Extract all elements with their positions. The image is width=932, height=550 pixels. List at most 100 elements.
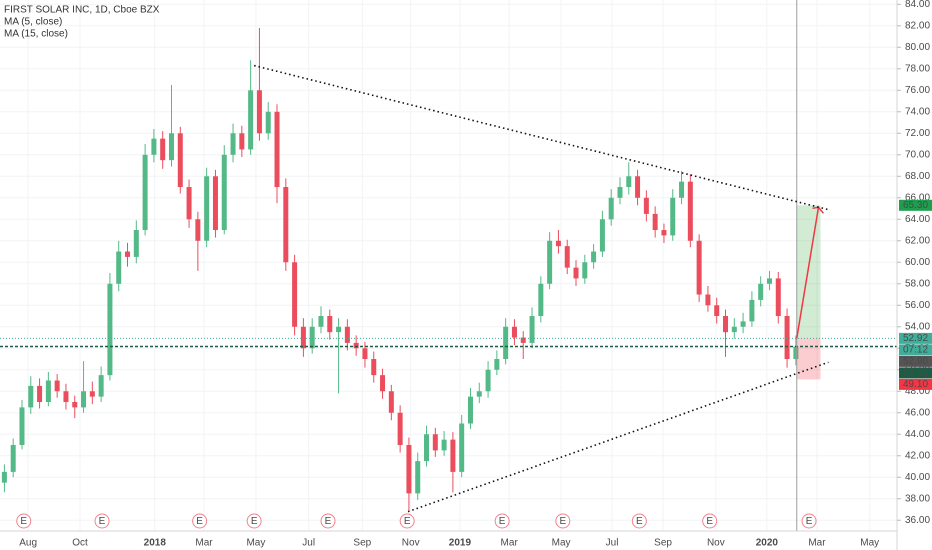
earnings-marker [399,513,415,529]
candle-body [116,251,122,284]
y-tick-label: 38.00 [905,493,930,504]
earnings-label: E [806,516,813,527]
candle-body [441,439,447,451]
y-tick-label: 84.00 [905,0,930,10]
candle-body [81,391,87,408]
candle-body [476,391,482,397]
candle-body [10,445,16,472]
y-tick-label: 44.00 [905,429,930,440]
candle-body [327,316,333,333]
earnings-marker [16,513,32,529]
earnings-label: E [325,516,332,527]
candle-body [670,197,676,236]
y-tick-label: 72.00 [905,128,930,139]
x-tick-label: 2020 [756,538,779,549]
y-tick-label: 78.00 [905,63,930,74]
y-tick-label: 54.00 [905,321,930,332]
candle-body [195,219,201,241]
candle-body [221,154,227,231]
candle-body [705,294,711,306]
candle-body [432,434,438,451]
x-tick-label: Nov [707,538,725,549]
candle-body [485,369,491,392]
candle-body [617,187,623,198]
candle-body [652,213,658,231]
y-tick-label: 60.00 [905,257,930,268]
candle-body [731,326,737,333]
candle-body [696,240,702,295]
candle-body [503,326,509,360]
candle-body [318,316,324,327]
price-label: 49.10 [903,379,928,390]
candle-body [380,375,386,392]
candle-body [494,359,500,370]
candle-body [107,283,113,376]
axes: 36.0038.0040.0042.0044.0046.0048.0050.00… [19,0,932,549]
candle-body [37,385,43,403]
y-tick-label: 64.00 [905,214,930,225]
candle-body [406,445,412,494]
candle-body [265,111,271,134]
earnings-marker [94,513,110,529]
earnings-marker [555,513,571,529]
price-label-box [899,199,932,211]
candle-body [292,262,298,327]
candle-body [98,375,104,397]
y-tick-label: 40.00 [905,472,930,483]
x-tick-label: Sep [654,538,672,549]
candle-body [766,278,772,284]
candle-body [160,138,166,161]
y-tick-label: 36.00 [905,515,930,526]
candle-body [45,380,51,403]
y-tick-label: 62.00 [905,235,930,246]
grid [0,0,897,531]
candle-body [740,321,746,327]
candle-body [186,187,192,220]
y-tick-label: 56.00 [905,300,930,311]
earnings-marker [320,513,336,529]
x-tick-label: May [246,538,265,549]
x-tick-label: Nov [402,538,420,549]
price-label-box [899,378,932,390]
candle-body [212,176,218,231]
candle-body [415,461,421,494]
x-tick-label: Oct [72,538,88,549]
earnings-label: E [251,516,258,527]
earnings-label: E [99,516,106,527]
candle-body [1,471,7,483]
x-tick-label: 2018 [144,538,167,549]
candle-body [168,133,174,161]
candle-body [125,251,131,257]
price-label-box [899,344,932,356]
earnings-label: E [499,516,506,527]
candle-body [582,262,588,279]
candle-body [547,240,553,284]
candle-body [274,111,280,188]
price-label: 52.90 [903,356,928,367]
y-tick-label: 76.00 [905,85,930,96]
candle-body [511,326,517,338]
candle-body [687,181,693,241]
candle-body [784,316,790,360]
price-label: 52.16 [903,368,928,379]
indicator-label: MA (15, close) [4,29,68,40]
candle-body [371,359,377,376]
candle-body [564,246,570,268]
candle-body [573,267,579,279]
candle-body [204,176,210,241]
loss-zone [796,338,821,380]
target-arrow [796,207,820,339]
candle-body [723,316,729,333]
price-label-box [899,367,932,379]
price-label-box [899,355,932,367]
candle-body [177,133,183,188]
candle-body [72,402,78,408]
y-tick-label: 66.00 [905,192,930,203]
candle-body [309,326,315,349]
price-label: 07:12 [903,345,928,356]
candle-body [459,423,465,472]
x-tick-label: Jul [606,538,619,549]
candle-body [63,391,69,403]
